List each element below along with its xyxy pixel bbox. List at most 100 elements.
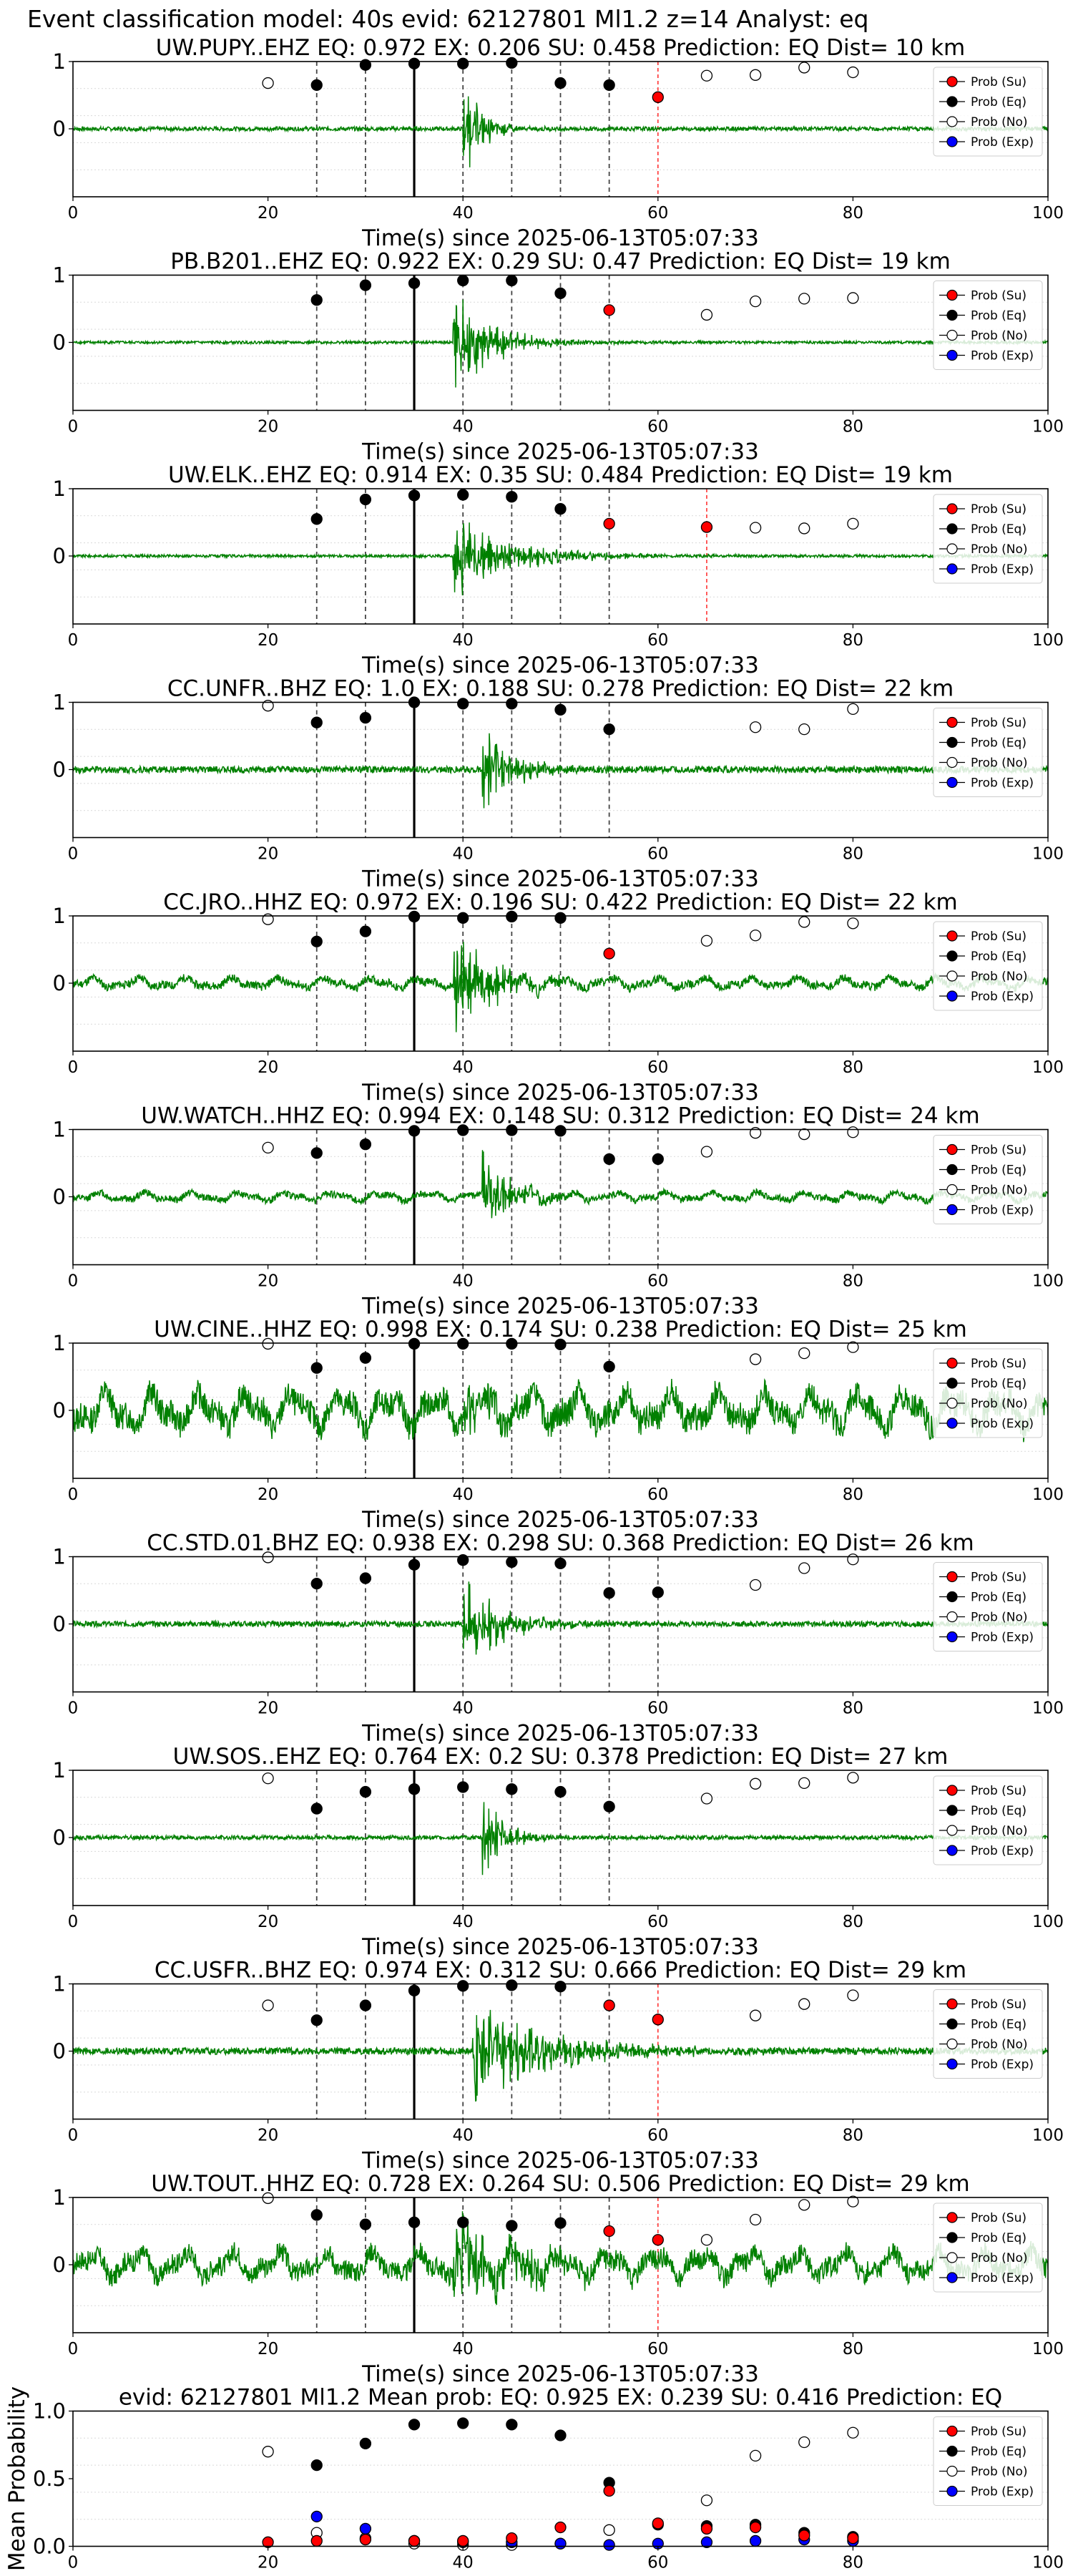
x-tick-label: 100	[1032, 1272, 1064, 1291]
legend-label: Prob (No)	[971, 1397, 1028, 1411]
y-axis-label: Mean Probability	[4, 2386, 30, 2571]
prob-no-point	[603, 2524, 615, 2536]
prob-no-point	[700, 308, 713, 321]
prob-eq-point	[457, 57, 469, 69]
prob-eq-point	[457, 274, 469, 287]
prob-eq-point	[506, 1337, 518, 1350]
prob-eq-point	[603, 79, 615, 92]
legend-marker	[946, 1845, 958, 1856]
legend-label: Prob (No)	[971, 1611, 1028, 1625]
x-tick-label: 40	[453, 418, 474, 436]
prob-su-point	[652, 91, 664, 103]
axes-content	[73, 489, 1048, 624]
seismogram-trace	[73, 299, 1048, 388]
prob-no-point	[847, 2195, 859, 2207]
prob-eq-point	[554, 503, 567, 515]
y-tick-label: 1	[53, 49, 66, 74]
panel-title: CC.UNFR..BHZ EQ: 1.0 EX: 0.188 SU: 0.278…	[167, 676, 954, 702]
prob-eq-point	[310, 716, 323, 728]
x-tick-label: 100	[1032, 1485, 1064, 1504]
prob-eq-point	[310, 513, 323, 525]
prob-eq-point	[554, 1785, 567, 1798]
legend-marker	[946, 1785, 958, 1796]
seismogram-trace	[73, 1581, 1048, 1655]
prob-no-point	[749, 2009, 762, 2021]
legend-marker	[946, 776, 958, 789]
prob-no-point	[798, 916, 810, 928]
prob-no-point	[749, 930, 762, 942]
prob-eq-point	[457, 2417, 469, 2429]
legend-label: Prob (Exp)	[971, 2058, 1034, 2072]
y-tick-label: 1	[53, 904, 66, 928]
x-tick-label: 20	[258, 1485, 278, 1504]
legend-box	[933, 708, 1043, 797]
prob-exp-point	[310, 2510, 323, 2523]
panel-title: UW.CINE..HHZ EQ: 0.998 EX: 0.174 SU: 0.2…	[154, 1317, 967, 1342]
prob-eq-point	[506, 57, 518, 69]
prob-eq-point	[408, 1558, 421, 1571]
legend-marker	[946, 563, 958, 575]
x-tick-label: 0	[68, 1272, 79, 1291]
prob-no-point	[847, 703, 859, 716]
x-axis-label: Time(s) since 2025-06-13T05:07:33	[361, 1507, 759, 1533]
x-tick-label: 100	[1032, 1058, 1064, 1077]
legend-label: Prob (Exp)	[971, 990, 1034, 1004]
prob-exp-point	[700, 2536, 713, 2548]
x-tick-label: 40	[453, 1699, 474, 1718]
legend-marker	[946, 1418, 958, 1429]
legend-label: Prob (No)	[971, 329, 1028, 343]
legend: Prob (Su) Prob (Eq) Prob (No) Prob (Exp)	[933, 1989, 1043, 2079]
x-tick-label: 100	[1032, 1699, 1064, 1718]
prob-no-point	[262, 1551, 274, 1563]
prob-su-point	[652, 2014, 664, 2026]
legend-box	[933, 67, 1043, 157]
y-tick-label: 1	[53, 691, 66, 715]
legend-label: Prob (No)	[971, 2038, 1028, 2052]
legend-marker	[946, 543, 958, 555]
x-tick-label: 40	[453, 204, 474, 223]
legend-label: Prob (No)	[971, 756, 1028, 771]
seismogram-trace	[73, 1802, 1048, 1875]
prob-eq-point	[359, 59, 372, 71]
station-panel: CC.USFR..BHZ EQ: 0.974 EX: 0.312 SU: 0.6…	[53, 1958, 1064, 2174]
prob-no-point	[700, 2234, 713, 2246]
station-panel: UW.WATCH..HHZ EQ: 0.994 EX: 0.148 SU: 0.…	[53, 1103, 1064, 1319]
prob-no-point	[749, 1353, 762, 1365]
legend-label: Prob (Eq)	[971, 522, 1027, 537]
x-tick-label: 20	[258, 1699, 278, 1718]
legend-marker	[946, 2485, 958, 2497]
prob-no-point	[700, 1792, 713, 1805]
station-panel: CC.UNFR..BHZ EQ: 1.0 EX: 0.188 SU: 0.278…	[53, 676, 1064, 892]
prob-eq-point	[554, 287, 567, 300]
prob-eq-point	[408, 1337, 421, 1350]
legend-marker	[946, 329, 958, 341]
prob-eq-point	[554, 77, 567, 89]
legend-box	[933, 2202, 1043, 2293]
legend: Prob (Su) Prob (Eq) Prob (No) Prob (Exp)	[933, 1348, 1043, 1438]
y-tick-label: 0	[53, 758, 66, 782]
legend-marker	[946, 2232, 958, 2243]
prob-no-point	[798, 1128, 810, 1141]
x-tick-label: 80	[843, 845, 863, 864]
x-tick-label: 20	[258, 1913, 278, 1931]
station-panel: UW.PUPY..EHZ EQ: 0.972 EX: 0.206 SU: 0.4…	[53, 35, 1064, 251]
prob-no-point	[262, 700, 274, 712]
y-tick-label: 1	[53, 263, 66, 288]
prob-no-point	[700, 935, 713, 947]
x-tick-label: 60	[647, 2340, 668, 2358]
x-tick-label: 80	[843, 2127, 863, 2145]
legend-label: Prob (Eq)	[971, 95, 1027, 109]
prob-eq-point	[359, 493, 372, 506]
x-axis-label: Time(s) since 2025-06-13T05:07:33	[361, 2361, 759, 2387]
legend-box	[933, 2416, 1043, 2506]
legend-label: Prob (Eq)	[971, 1591, 1027, 1605]
prob-su-point	[652, 2234, 664, 2246]
legend-label: Prob (Exp)	[971, 1204, 1034, 1218]
prob-eq-point	[603, 1360, 615, 1373]
axes-content	[73, 1343, 1048, 1478]
legend-label: Prob (No)	[971, 1184, 1028, 1198]
legend: Prob (Su) Prob (Eq) Prob (No) Prob (Exp)	[933, 2416, 1043, 2506]
x-axis-label: Time(s) since 2025-06-13T05:07:33	[361, 867, 759, 892]
prob-eq-point	[408, 57, 421, 69]
x-tick-label: 100	[1032, 204, 1064, 223]
